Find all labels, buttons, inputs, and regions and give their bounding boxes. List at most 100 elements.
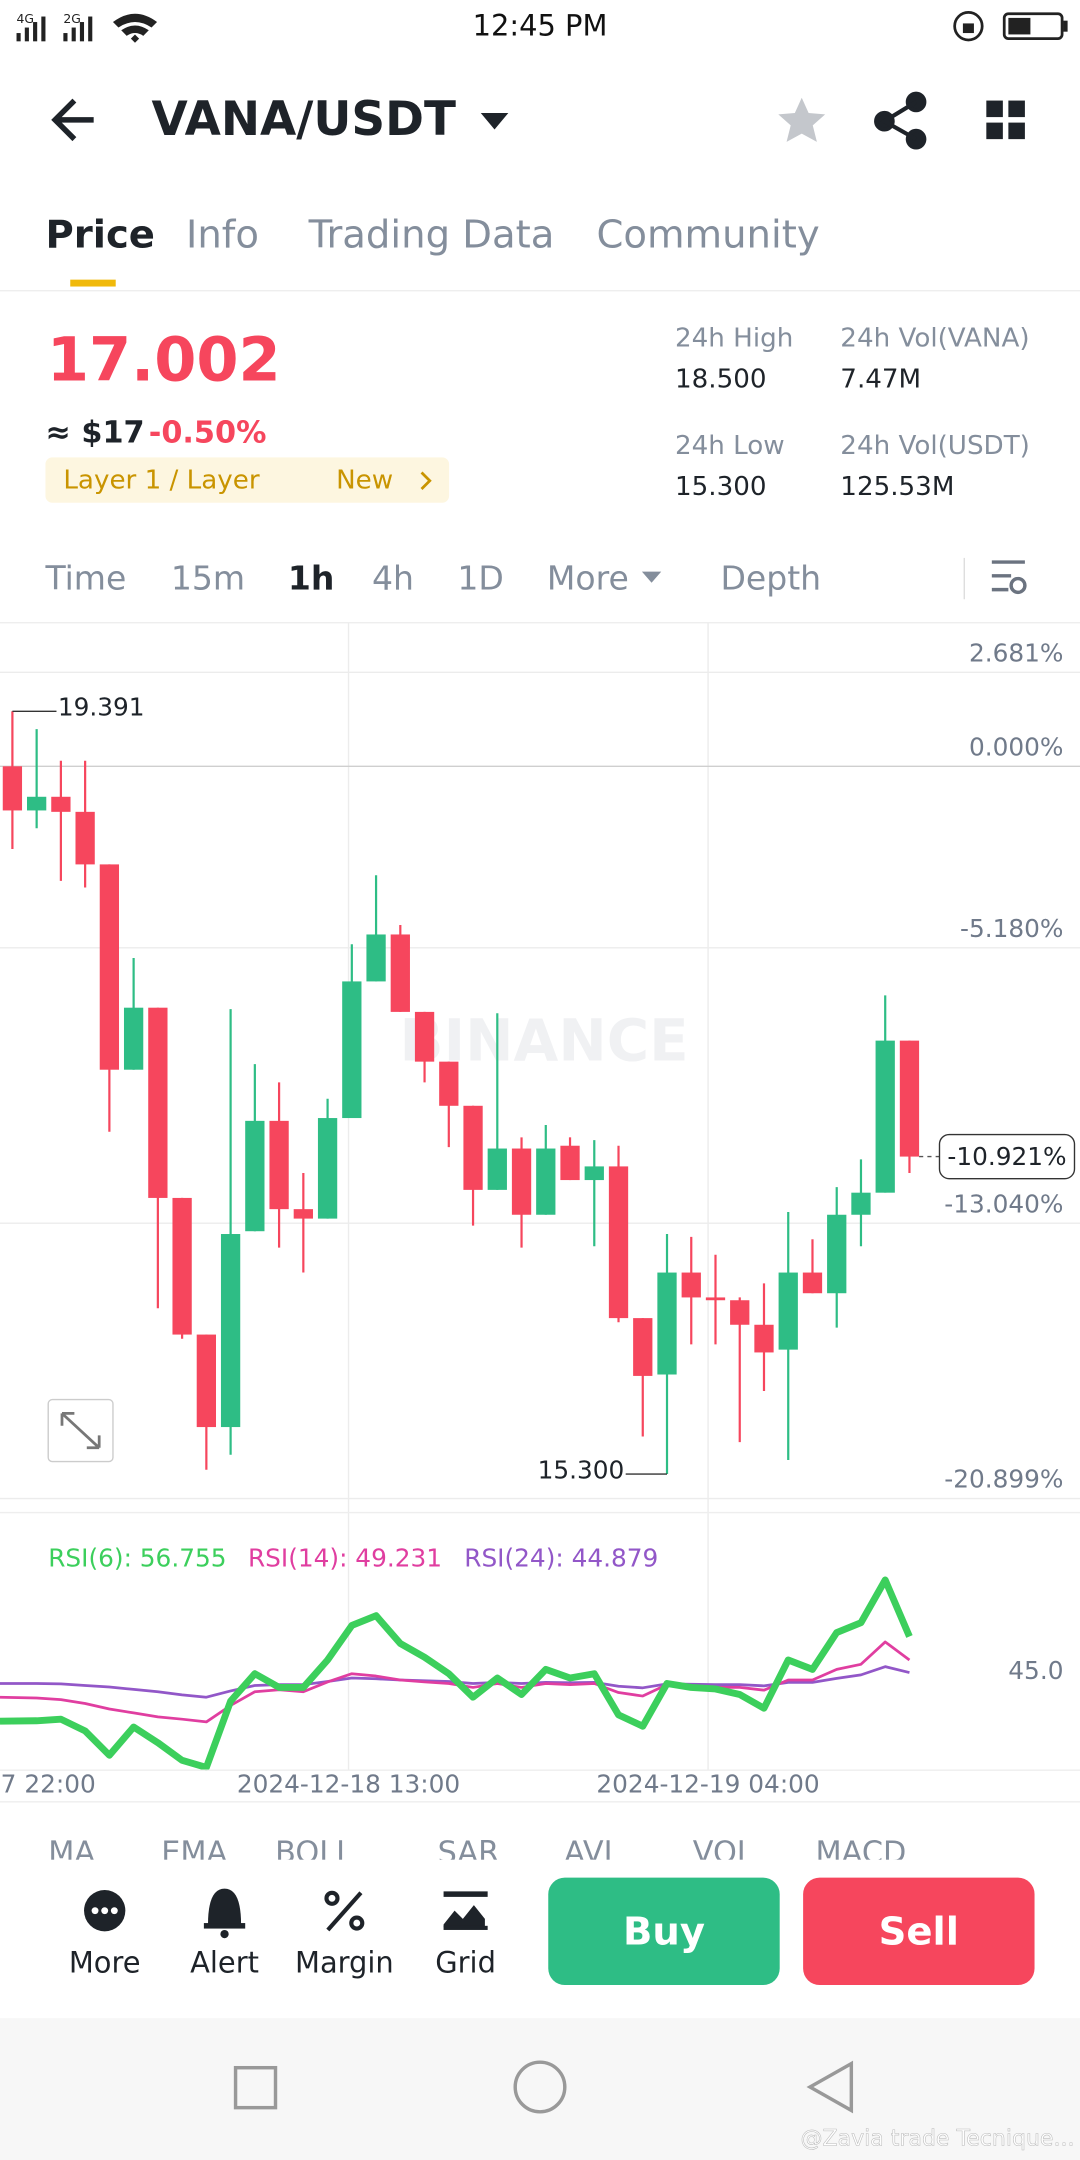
legend-entry: RSI(6): 56.755 xyxy=(48,1543,226,1572)
stat-value: 18.500 xyxy=(675,365,767,395)
interval-tab[interactable]: Depth xyxy=(720,558,821,597)
stat-label: 24h Low xyxy=(675,431,785,461)
candle-body xyxy=(148,1007,168,1198)
tab-indicator xyxy=(70,279,116,287)
stat-label: 24h Vol(USDT) xyxy=(840,431,1030,461)
y-tick-label: -20.899% xyxy=(944,1465,1063,1494)
interval-tab[interactable]: 1D xyxy=(457,558,503,597)
candle-body xyxy=(730,1300,750,1325)
fullscreen-button[interactable] xyxy=(47,1398,114,1463)
tab[interactable]: Trading Data xyxy=(308,212,555,257)
y-tick-label: 2.681% xyxy=(969,638,1064,667)
sell-button[interactable] xyxy=(803,1877,1035,1986)
action-label[interactable]: Grid xyxy=(435,1945,496,1979)
x-tick-label: 2024-12-18 13:00 xyxy=(237,1769,460,1798)
candle-body xyxy=(560,1145,580,1181)
price-change: -0.50% xyxy=(149,415,267,450)
interval-tab[interactable]: 15m xyxy=(171,558,245,597)
candle-body xyxy=(439,1061,459,1106)
share-button[interactable] xyxy=(874,91,927,150)
candle-body xyxy=(99,864,120,1070)
recents-button[interactable] xyxy=(233,2065,278,2110)
chevron xyxy=(420,471,432,491)
interval-tab[interactable]: 1h xyxy=(288,558,335,597)
candle-body xyxy=(875,1040,895,1193)
tab[interactable]: Info xyxy=(186,212,259,257)
candle-body xyxy=(172,1197,192,1335)
last-price-label: -10.921% xyxy=(947,1142,1066,1171)
legend-entry: RSI(24): 44.879 xyxy=(464,1543,658,1572)
candle-body xyxy=(536,1148,556,1215)
candle-body xyxy=(196,1334,216,1428)
action-label[interactable]: Margin xyxy=(295,1945,394,1979)
home-button[interactable] xyxy=(513,2060,567,2114)
usd-price: ≈ $17 xyxy=(45,415,144,450)
tag-chip[interactable] xyxy=(45,457,450,503)
battery xyxy=(953,11,1068,42)
candle-body xyxy=(899,1040,920,1157)
candle-body xyxy=(851,1192,871,1215)
stat-value: 7.47M xyxy=(840,365,921,395)
stat-label: 24h High xyxy=(675,323,793,353)
more-dropdown[interactable] xyxy=(641,571,662,583)
candle-body xyxy=(390,934,410,1012)
stat-value: 125.53M xyxy=(840,472,954,502)
last-price: 17.002 xyxy=(47,325,281,395)
signal-icons xyxy=(16,13,158,43)
layout-button[interactable] xyxy=(986,100,1025,140)
candle-body xyxy=(51,796,71,812)
net-label: 4G xyxy=(17,11,34,26)
low-label: 15.300 xyxy=(538,1455,625,1484)
stat-label: 24h Vol(VANA) xyxy=(840,323,1029,353)
tag-text[interactable]: Layer 1 / Layer xyxy=(63,465,259,495)
high-label: 19.391 xyxy=(58,693,145,722)
candle-body xyxy=(827,1214,847,1294)
net-label: 2G xyxy=(63,11,80,26)
candle-body xyxy=(754,1324,774,1353)
x-tick-label: 2024-12-19 04:00 xyxy=(596,1769,819,1798)
candle-body xyxy=(511,1148,532,1215)
sell-label[interactable]: Sell xyxy=(879,1910,959,1955)
candle-body xyxy=(705,1297,726,1301)
interval-tab[interactable]: Time xyxy=(44,558,126,597)
y-tick-label: -5.180% xyxy=(960,914,1063,943)
candle-body xyxy=(317,1118,338,1219)
back-nav-button[interactable] xyxy=(806,2060,854,2114)
buy-button[interactable] xyxy=(548,1877,780,1986)
rsi-line xyxy=(0,1576,913,1771)
pair-title[interactable]: VANA/USDT xyxy=(152,93,456,147)
candle-body xyxy=(487,1148,507,1190)
interval-tab[interactable]: 4h xyxy=(372,558,414,597)
candle-body xyxy=(608,1166,629,1319)
candle-body xyxy=(584,1166,604,1181)
candle-body xyxy=(633,1318,653,1376)
favorite-button[interactable] xyxy=(778,97,826,142)
tab[interactable]: Community xyxy=(596,212,819,257)
chart-settings-button[interactable] xyxy=(991,560,1027,595)
y-tick-label: 0.000% xyxy=(969,732,1064,761)
back-button[interactable] xyxy=(51,98,94,142)
candle-body xyxy=(245,1120,265,1232)
candle-body xyxy=(123,1007,144,1070)
interval-tab[interactable]: More xyxy=(547,558,629,597)
action-icons xyxy=(84,1888,488,1939)
y-tick-label: 45.0 xyxy=(1008,1656,1063,1685)
candle-body xyxy=(681,1272,701,1298)
candle-body xyxy=(414,1011,435,1062)
clock: 12:45 PM xyxy=(473,9,608,43)
tag-link[interactable]: New xyxy=(336,465,393,495)
last-price-box xyxy=(938,1133,1076,1180)
action-label[interactable]: More xyxy=(69,1945,141,1979)
buy-label[interactable]: Buy xyxy=(623,1910,705,1955)
pair-dropdown[interactable] xyxy=(480,112,509,130)
candle-body xyxy=(75,811,95,865)
candle-body xyxy=(269,1120,289,1210)
candle-body xyxy=(802,1272,823,1294)
system-nav xyxy=(0,2018,1080,2160)
tab[interactable]: Price xyxy=(45,212,155,257)
credit-watermark: @Zavia trade Tecnique... xyxy=(800,2126,1074,2151)
candle-body xyxy=(293,1209,313,1219)
action-label[interactable]: Alert xyxy=(190,1945,259,1979)
